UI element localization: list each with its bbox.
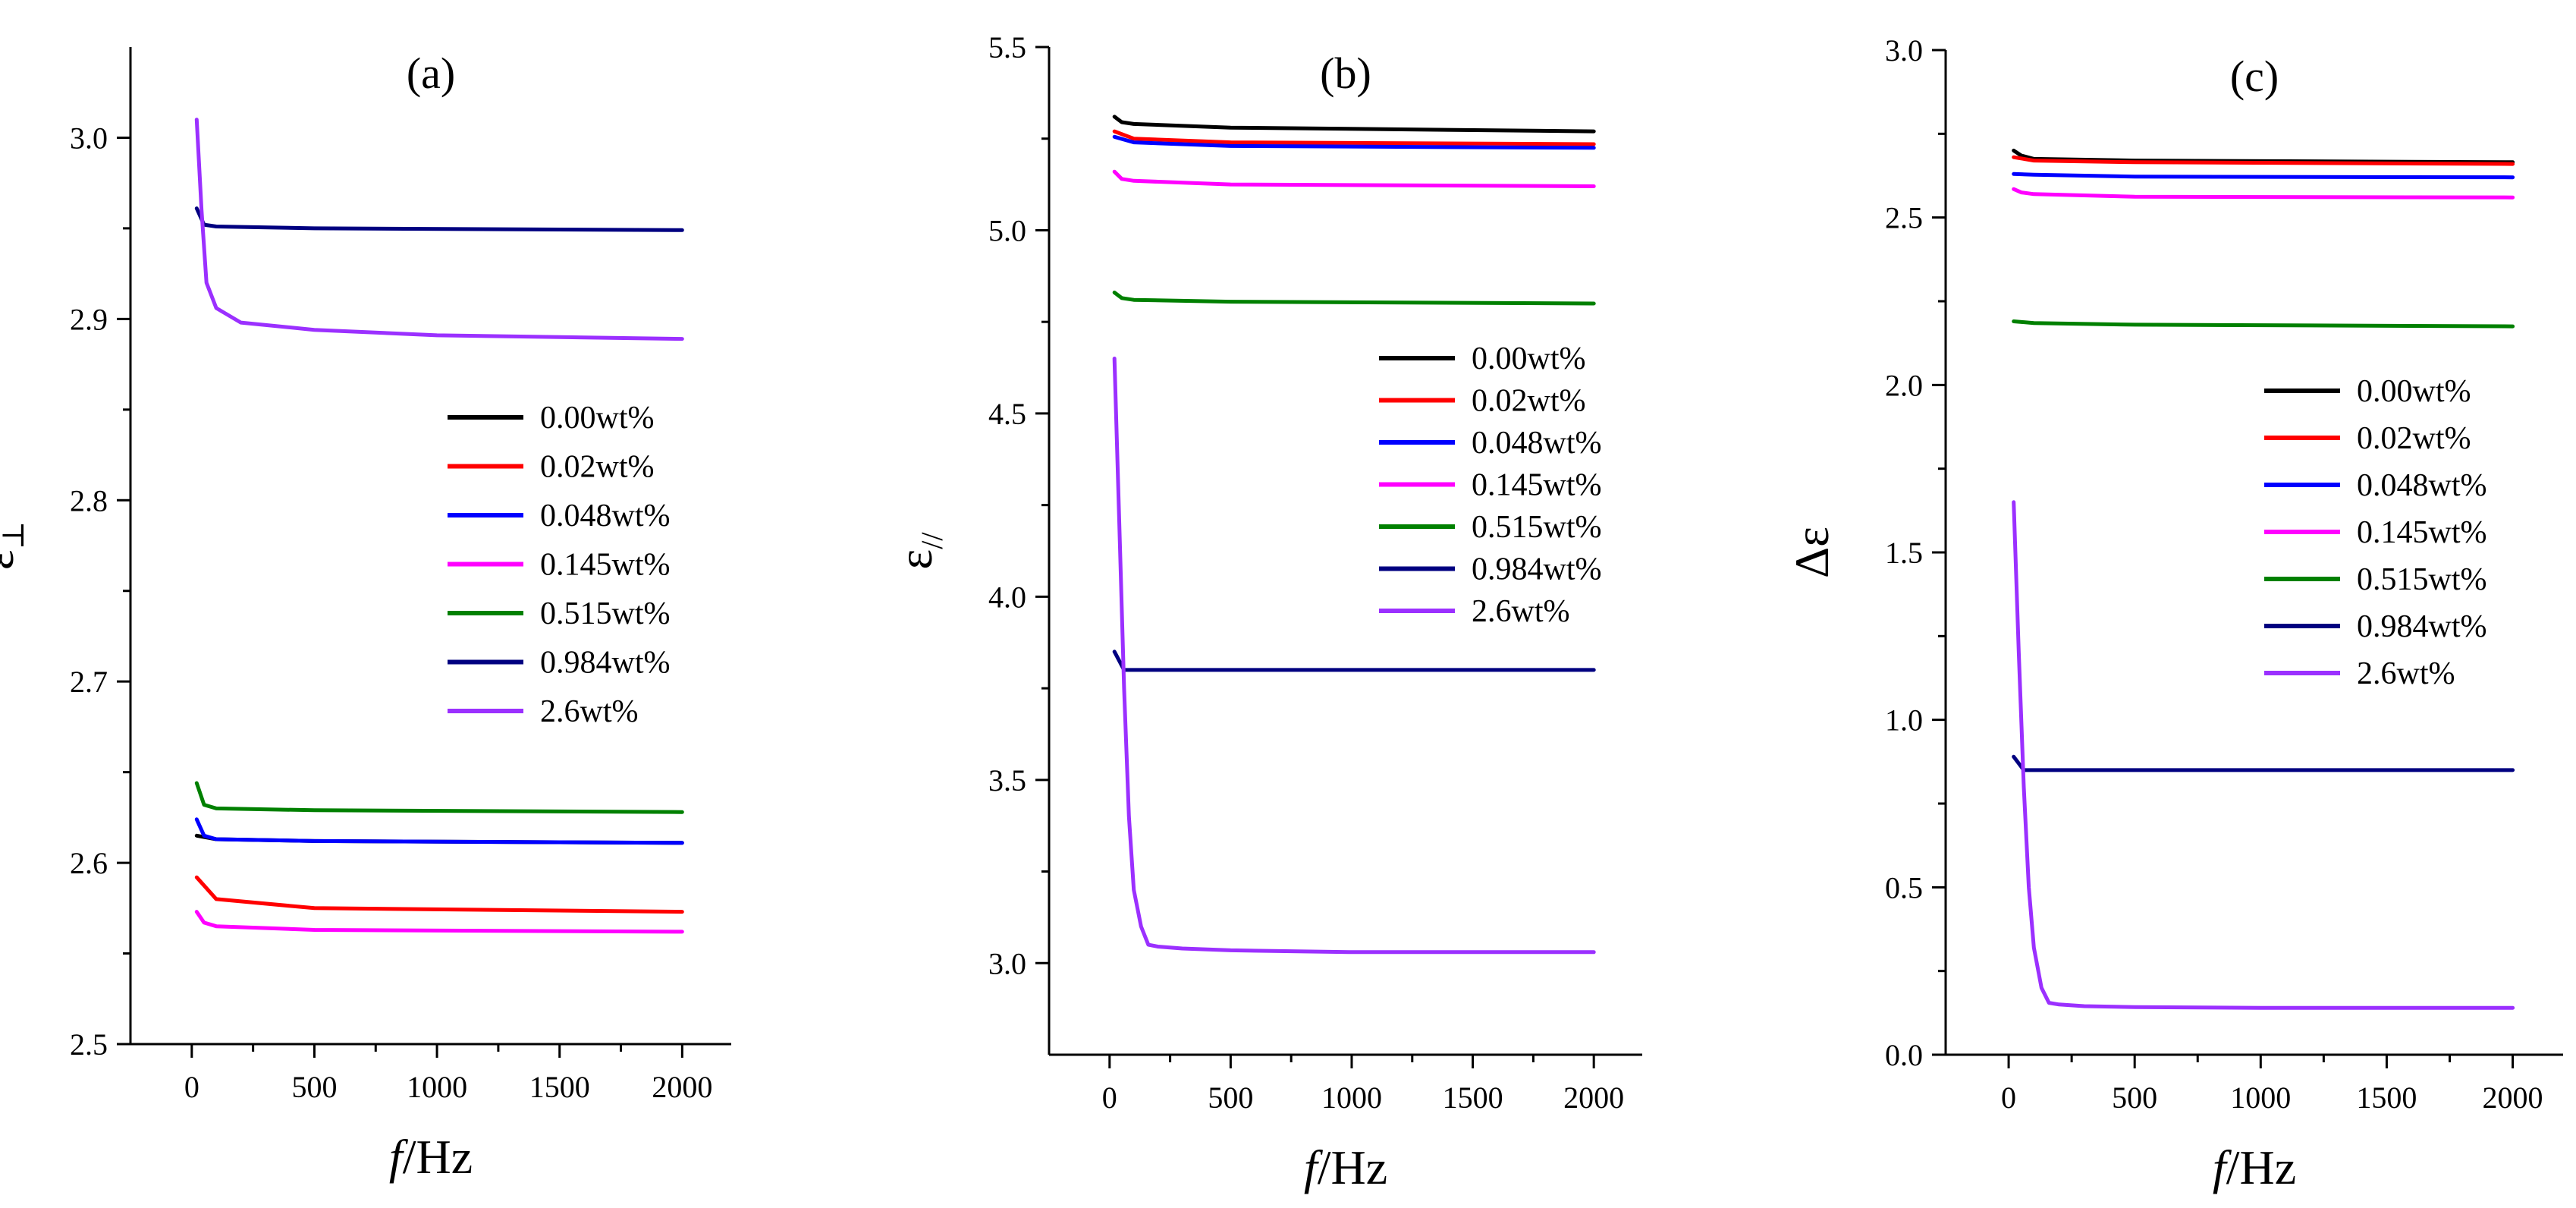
legend-label: 0.515wt% [540, 596, 671, 631]
panel-title: (a) [407, 49, 455, 98]
chart-panel-1: 0 500 1000 1500 2000 3.0 3.5 4.0 4.5 5.0 5.5 (b) f/H… [888, 30, 1642, 1194]
y-tick-label: 1.5 [1885, 536, 1923, 570]
y-tick-label: 3.0 [70, 121, 108, 155]
x-tick-label: 2000 [1563, 1081, 1624, 1115]
x-tick-label: 2000 [2483, 1081, 2543, 1115]
series-line-0.515wt% [2012, 319, 2515, 329]
x-tick-label: 500 [1208, 1081, 1253, 1115]
chart-panel-0: 0 500 1000 1500 2000 2.5 2.6 2.7 2.8 2.9 3.0 (a) f/H… [0, 47, 731, 1184]
x-tick-label: 1000 [2230, 1081, 2291, 1115]
y-tick-label: 2.9 [70, 302, 108, 336]
y-tick-label: 0.5 [1885, 870, 1923, 904]
legend-label: 0.984wt% [1472, 552, 1602, 587]
y-tick-label: 3.0 [1885, 33, 1923, 68]
legend-label: 0.00wt% [540, 401, 655, 436]
legend: 0.00wt% 0.02wt% 0.048wt% 0.145wt% 0.515wt% 0.… [2264, 374, 2487, 691]
y-axis-label: ε⊥ [0, 521, 30, 571]
y-tick-label: 2.8 [70, 483, 108, 517]
x-tick-label: 1000 [1321, 1081, 1382, 1115]
series-line-0.048wt% [2012, 171, 2515, 180]
chart-panel-2: 0 500 1000 1500 2000 0.0 0.5 1.0 1.5 2.0 2.5 3.0 (c)… [1785, 33, 2563, 1194]
legend-label: 0.02wt% [2357, 421, 2471, 456]
legend: 0.00wt% 0.02wt% 0.048wt% 0.145wt% 0.515wt% 0.… [448, 401, 671, 729]
series-line-0.515wt% [194, 781, 684, 814]
y-tick-label: 2.5 [70, 1027, 108, 1062]
series-line-0.02wt% [2012, 155, 2515, 166]
series-line-0.145wt% [2012, 187, 2515, 200]
y-axis-label: ε// [888, 532, 949, 570]
series-line-0.048wt% [194, 817, 684, 845]
legend-label: 0.048wt% [1472, 426, 1602, 461]
series-line-0.02wt% [1112, 129, 1596, 146]
legend-label: 2.6wt% [540, 694, 639, 729]
x-tick-label: 1500 [529, 1070, 590, 1104]
series-line-0.515wt% [1112, 291, 1596, 306]
y-tick-label: 4.0 [988, 580, 1026, 614]
series-line-0.145wt% [194, 910, 684, 934]
legend-label: 0.984wt% [540, 646, 671, 681]
x-tick-label: 500 [2112, 1081, 2157, 1115]
legend-label: 0.048wt% [540, 499, 671, 533]
legend-label: 0.00wt% [1472, 341, 1586, 376]
y-tick-label: 3.5 [988, 763, 1026, 797]
y-tick-label: 5.5 [988, 30, 1026, 64]
x-tick-label: 1000 [407, 1070, 467, 1104]
legend-label: 0.145wt% [2357, 515, 2487, 550]
series-line-0.00wt% [1112, 115, 1596, 134]
y-tick-label: 1.0 [1885, 703, 1923, 738]
y-tick-label: 2.6 [70, 846, 108, 880]
series-line-0.984wt% [2012, 754, 2515, 772]
series-line-0.048wt% [1112, 134, 1596, 150]
x-tick-label: 500 [291, 1070, 337, 1104]
y-tick-label: 2.0 [1885, 368, 1923, 402]
legend-label: 0.515wt% [1472, 510, 1602, 545]
x-tick-label: 0 [184, 1070, 199, 1104]
legend-label: 2.6wt% [2357, 656, 2455, 691]
y-tick-label: 3.0 [988, 946, 1026, 980]
y-tick-label: 0.0 [1885, 1038, 1923, 1072]
series-line-0.02wt% [194, 875, 684, 914]
legend: 0.00wt% 0.02wt% 0.048wt% 0.145wt% 0.515wt% 0.… [1379, 341, 1602, 629]
legend-label: 0.145wt% [1472, 468, 1602, 503]
x-tick-label: 1500 [2356, 1081, 2417, 1115]
y-tick-label: 4.5 [988, 397, 1026, 431]
legend-label: 2.6wt% [1472, 594, 1570, 629]
y-tick-label: 2.7 [70, 665, 108, 699]
x-tick-label: 1500 [1443, 1081, 1503, 1115]
series-line-2.6wt% [194, 118, 684, 341]
x-axis-label: f/Hz [2213, 1140, 2296, 1194]
legend-label: 0.145wt% [540, 548, 671, 583]
legend-label: 0.048wt% [2357, 468, 2487, 503]
series-line-0.984wt% [194, 206, 684, 232]
legend-label: 0.515wt% [2357, 562, 2487, 597]
series-line-0.145wt% [1112, 169, 1596, 188]
series-line-2.6wt% [2012, 500, 2515, 1010]
x-axis-label: f/Hz [389, 1130, 473, 1184]
legend-label: 0.984wt% [2357, 609, 2487, 644]
legend-label: 0.02wt% [540, 450, 655, 485]
legend-label: 0.02wt% [1472, 384, 1586, 419]
legend-label: 0.00wt% [2357, 374, 2471, 409]
x-tick-label: 0 [1102, 1081, 1117, 1115]
x-tick-label: 0 [2001, 1081, 2016, 1115]
y-axis-label: Δε [1785, 527, 1839, 578]
x-axis-label: f/Hz [1304, 1140, 1387, 1194]
panel-title: (c) [2230, 52, 2279, 101]
series-line-0.984wt% [1112, 650, 1596, 672]
y-tick-label: 5.0 [988, 213, 1026, 247]
panel-title: (b) [1320, 49, 1371, 98]
y-tick-label: 2.5 [1885, 201, 1923, 235]
x-tick-label: 2000 [652, 1070, 712, 1104]
series-line-2.6wt% [1112, 357, 1596, 955]
